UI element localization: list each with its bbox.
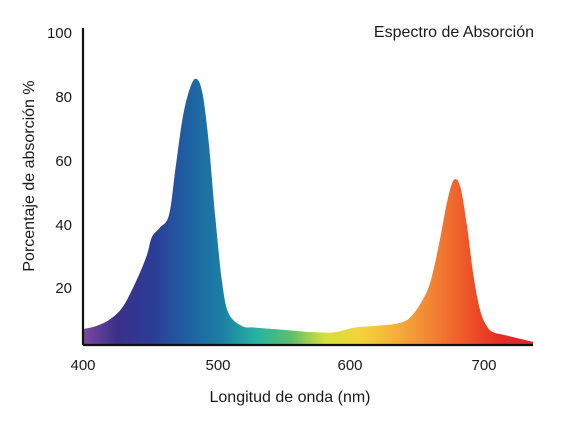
chart-title: Espectro de Absorción bbox=[374, 24, 534, 41]
x-tick-label: 400 bbox=[70, 357, 95, 374]
x-axis-ticks: 400 500 600 700 bbox=[70, 357, 496, 374]
y-tick-label: 40 bbox=[55, 217, 72, 234]
y-axis-ticks: 20 40 60 80 100 bbox=[47, 25, 72, 297]
x-tick-label: 700 bbox=[471, 357, 496, 374]
y-tick-label: 80 bbox=[55, 89, 72, 106]
y-tick-label: 20 bbox=[55, 280, 72, 297]
absorption-area bbox=[83, 78, 533, 345]
y-tick-label: 60 bbox=[55, 153, 72, 170]
x-tick-label: 500 bbox=[205, 357, 230, 374]
y-axis-title: Porcentaje de absorción % bbox=[21, 80, 38, 271]
y-tick-label: 100 bbox=[47, 25, 72, 42]
x-axis-title: Longitud de onda (nm) bbox=[210, 389, 371, 406]
x-tick-label: 600 bbox=[337, 357, 362, 374]
